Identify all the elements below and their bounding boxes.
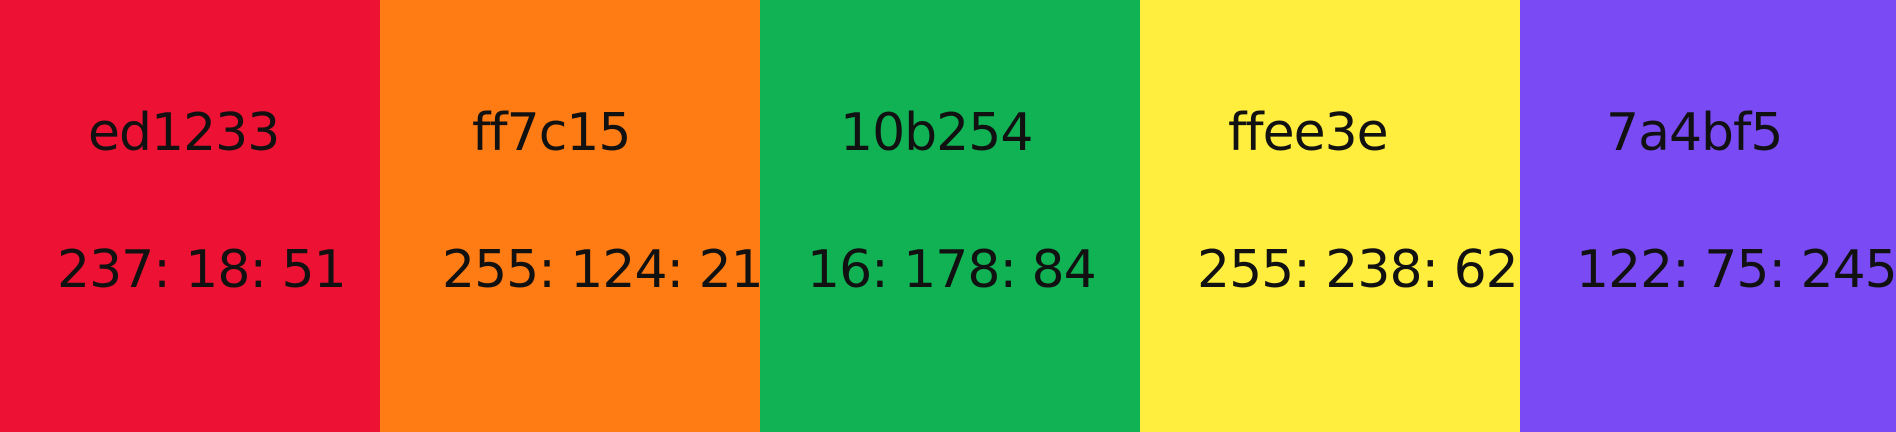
color-swatch-green: 10b254 16: 178: 84 [760, 0, 1140, 432]
hex-code: 10b254 [840, 103, 1033, 163]
hex-code: 7a4bf5 [1606, 103, 1783, 163]
color-swatch-purple: 7a4bf5 122: 75: 245 [1520, 0, 1896, 432]
color-swatch-orange: ff7c15 255: 124: 21 [380, 0, 764, 432]
rgb-values: 16: 178: 84 [807, 240, 1097, 300]
rgb-values: 255: 124: 21 [442, 240, 764, 300]
hex-code: ff7c15 [472, 103, 631, 163]
hex-code: ed1233 [88, 103, 280, 163]
color-swatch-yellow: ffee3e 255: 238: 62 [1140, 0, 1520, 432]
rgb-values: 255: 238: 62 [1197, 240, 1519, 300]
hex-code: ffee3e [1228, 103, 1389, 163]
color-swatch-red: ed1233 237: 18: 51 [0, 0, 380, 432]
rgb-values: 237: 18: 51 [57, 240, 347, 300]
rgb-values: 122: 75: 245 [1576, 240, 1896, 300]
